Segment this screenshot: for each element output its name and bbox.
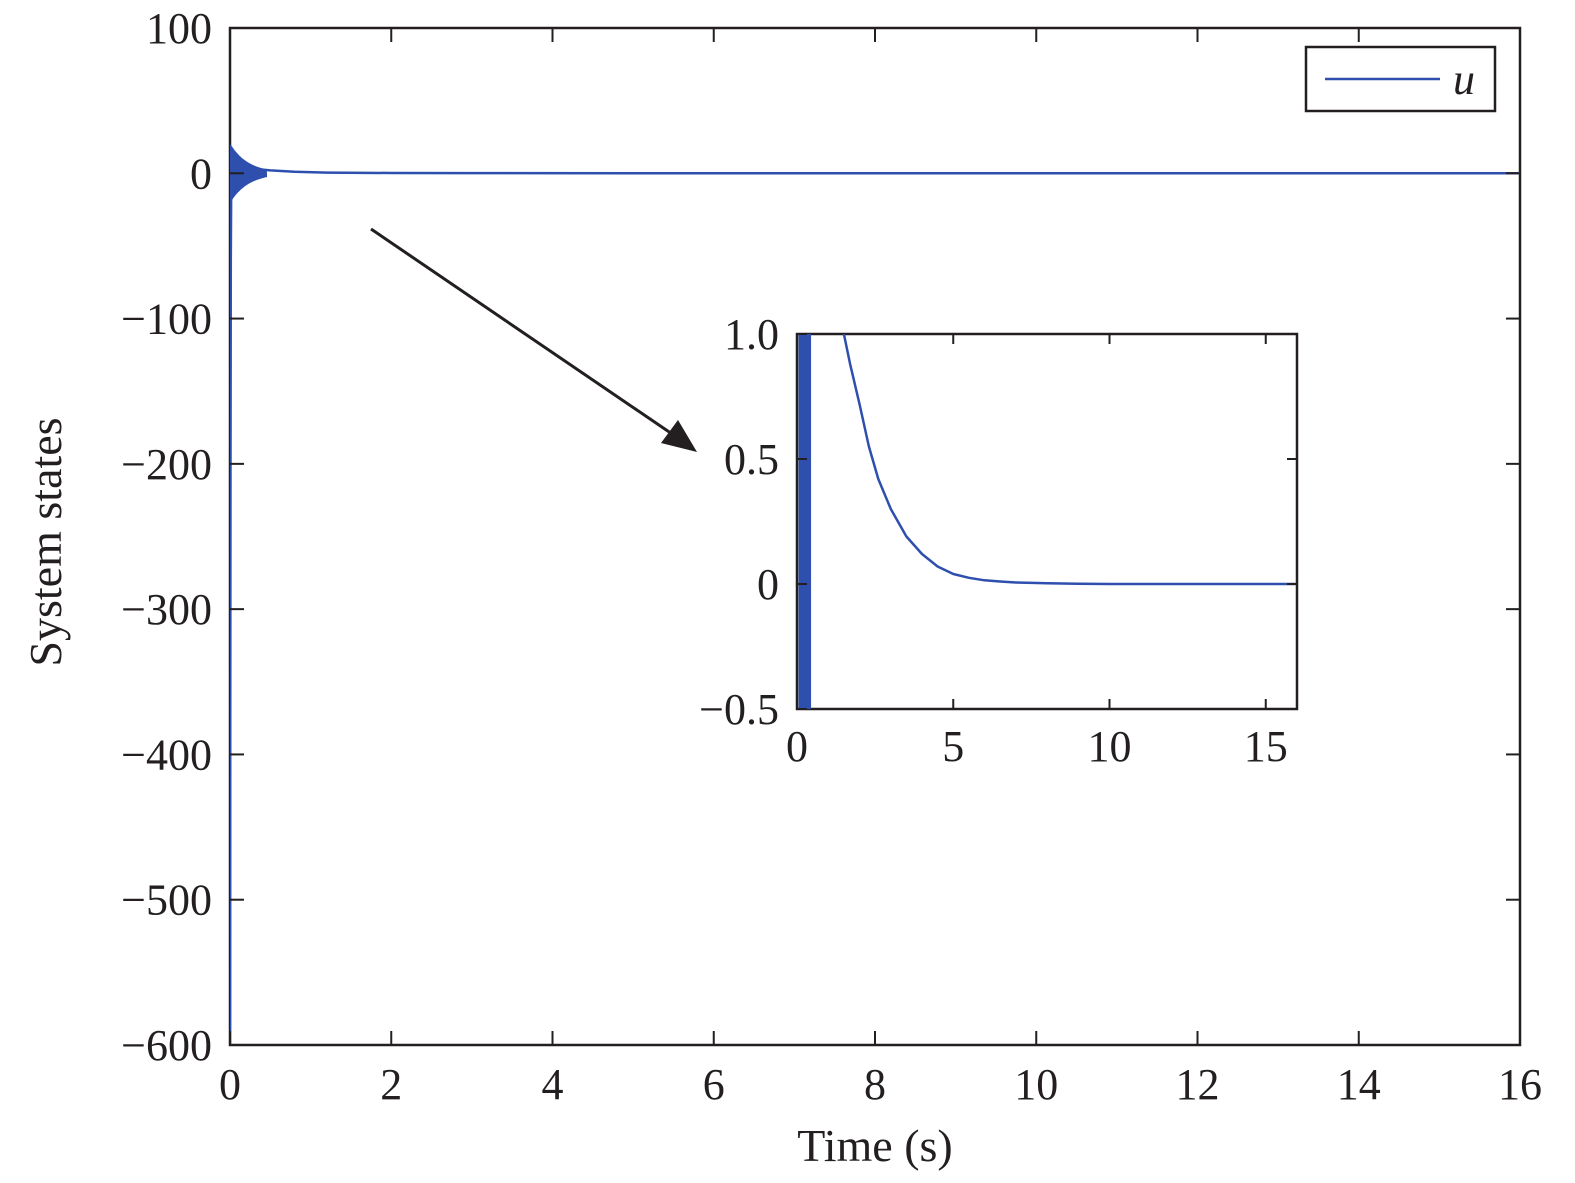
y-axis-title: System states: [20, 417, 71, 666]
x-tick-label: 0: [786, 722, 808, 771]
y-tick-label: 100: [146, 4, 212, 53]
x-tick-label: 8: [864, 1060, 886, 1109]
x-tick-label: 10: [1088, 722, 1132, 771]
y-tick-label: −100: [121, 295, 212, 344]
legend-label-u: u: [1453, 55, 1475, 104]
inset-oscillation-band: [798, 334, 812, 709]
x-tick-label: 16: [1498, 1060, 1542, 1109]
zoom-arrow-head: [661, 420, 697, 452]
x-tick-label: 2: [380, 1060, 402, 1109]
x-tick-label: 0: [219, 1060, 241, 1109]
legend: u: [1304, 45, 1497, 113]
zoom-arrow: [370, 227, 697, 452]
y-tick-label: −0.5: [699, 685, 779, 734]
x-tick-label: 14: [1337, 1060, 1381, 1109]
x-tick-label: 5: [942, 722, 964, 771]
y-tick-label: 1.0: [724, 310, 779, 359]
series-line: [842, 334, 1297, 586]
x-tick-label: 10: [1014, 1060, 1058, 1109]
main-chart: 0 2 4 6 8 10 12 14 161000−100−200−300−400−500−60…: [20, 4, 1542, 1171]
inset-plot-area: [795, 332, 1299, 711]
y-tick-label: −300: [121, 585, 212, 634]
inset-series-group: [798, 334, 1297, 709]
y-tick-label: −600: [121, 1021, 212, 1070]
y-tick-label: 0: [757, 560, 779, 609]
y-tick-label: −200: [121, 440, 212, 489]
y-tick-label: −500: [121, 876, 212, 925]
x-tick-label: 6: [703, 1060, 725, 1109]
x-tick-label: 12: [1176, 1060, 1220, 1109]
zoom-arrow-shaft: [370, 227, 679, 440]
inset-chart: 0 5 10 151.00.50−0.5: [699, 310, 1299, 771]
x-axis-title: Time (s): [797, 1120, 953, 1171]
x-tick-label: 15: [1244, 722, 1288, 771]
y-tick-label: 0.5: [724, 435, 779, 484]
inset-axis-ticks: 0 5 10 151.00.50−0.5: [699, 310, 1297, 771]
main-axis-ticks: 0 2 4 6 8 10 12 14 161000−100−200−300−400−500−60…: [121, 4, 1542, 1109]
x-tick-label: 4: [542, 1060, 564, 1109]
y-tick-label: −400: [121, 730, 212, 779]
y-tick-label: 0: [190, 149, 212, 198]
